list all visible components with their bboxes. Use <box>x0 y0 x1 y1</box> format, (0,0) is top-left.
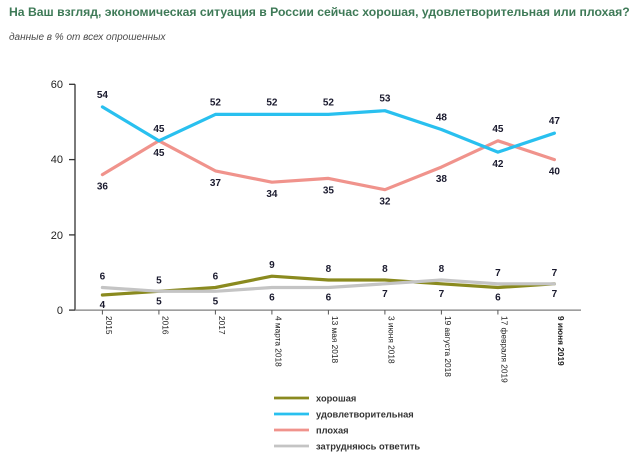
svg-text:52: 52 <box>323 97 335 108</box>
svg-text:13 мая 2018: 13 мая 2018 <box>330 316 340 363</box>
svg-text:2015: 2015 <box>104 316 114 335</box>
svg-text:7: 7 <box>382 289 388 300</box>
svg-text:9 июня 2019: 9 июня 2019 <box>556 316 566 366</box>
svg-text:35: 35 <box>323 185 335 196</box>
svg-text:45: 45 <box>153 148 165 159</box>
svg-text:7: 7 <box>439 289 445 300</box>
svg-text:3 июня 2018: 3 июня 2018 <box>387 316 397 364</box>
svg-text:8: 8 <box>382 264 388 275</box>
svg-text:затрудняюсь ответить: затрудняюсь ответить <box>316 441 420 451</box>
svg-text:7: 7 <box>552 289 558 300</box>
svg-text:5: 5 <box>156 275 162 286</box>
svg-text:34: 34 <box>266 189 278 200</box>
svg-text:37: 37 <box>210 178 222 189</box>
svg-text:4 марта 2018: 4 марта 2018 <box>274 316 284 367</box>
svg-text:8: 8 <box>439 264 445 275</box>
svg-text:6: 6 <box>269 293 275 304</box>
svg-text:8: 8 <box>326 264 332 275</box>
svg-text:48: 48 <box>436 113 448 124</box>
svg-text:20: 20 <box>51 230 63 242</box>
svg-text:52: 52 <box>210 97 222 108</box>
svg-text:6: 6 <box>326 293 332 304</box>
svg-text:хорошая: хорошая <box>316 393 356 403</box>
svg-text:40: 40 <box>549 167 561 178</box>
svg-text:7: 7 <box>552 268 558 279</box>
svg-text:9: 9 <box>269 260 275 271</box>
svg-text:7: 7 <box>495 268 501 279</box>
svg-text:19 августа 2018: 19 августа 2018 <box>443 316 453 377</box>
svg-text:плохая: плохая <box>316 425 349 435</box>
svg-text:2017: 2017 <box>217 316 227 335</box>
svg-text:0: 0 <box>57 305 63 317</box>
svg-text:45: 45 <box>153 124 165 135</box>
svg-text:52: 52 <box>266 97 278 108</box>
svg-text:5: 5 <box>156 296 162 307</box>
svg-text:60: 60 <box>51 79 63 91</box>
svg-text:5: 5 <box>213 296 219 307</box>
svg-text:4: 4 <box>100 300 106 311</box>
svg-text:53: 53 <box>379 94 391 105</box>
svg-text:42: 42 <box>492 159 504 170</box>
svg-text:45: 45 <box>492 124 504 135</box>
svg-text:40: 40 <box>51 154 63 166</box>
svg-text:17 февраля 2019: 17 февраля 2019 <box>500 316 510 383</box>
svg-text:удовлетворительная: удовлетворительная <box>316 409 414 419</box>
svg-text:32: 32 <box>379 197 391 208</box>
svg-text:47: 47 <box>549 116 561 127</box>
svg-text:38: 38 <box>436 174 448 185</box>
svg-text:6: 6 <box>100 272 106 283</box>
svg-text:54: 54 <box>97 90 109 101</box>
svg-text:36: 36 <box>97 182 109 193</box>
svg-text:2016: 2016 <box>161 316 171 335</box>
svg-text:6: 6 <box>213 272 219 283</box>
svg-text:6: 6 <box>495 293 501 304</box>
